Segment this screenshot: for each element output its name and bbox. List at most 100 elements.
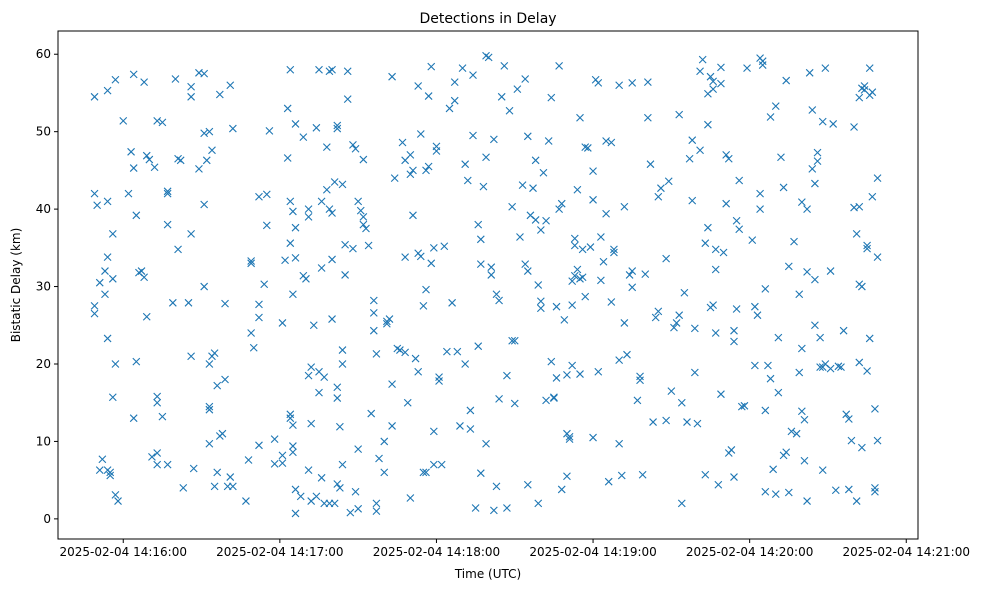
data-point-marker (482, 153, 490, 162)
data-point-marker (289, 207, 297, 216)
data-point-marker (419, 302, 428, 310)
data-point-marker (698, 55, 707, 64)
data-point-marker (581, 143, 590, 152)
data-point-marker (466, 425, 475, 433)
data-point-marker (174, 245, 182, 254)
data-point-marker (578, 245, 587, 254)
data-point-marker (811, 179, 819, 188)
data-point-marker (805, 68, 814, 77)
data-point-marker (784, 488, 793, 497)
data-point-marker (811, 275, 819, 284)
data-point-marker (719, 248, 728, 257)
data-point-marker (466, 406, 475, 415)
data-point-marker (492, 482, 501, 491)
data-point-marker (289, 448, 297, 457)
data-point-marker (863, 367, 871, 375)
data-point-marker (523, 132, 532, 141)
data-point-marker (693, 419, 702, 428)
data-point-marker (422, 285, 430, 294)
data-point-marker (816, 363, 825, 371)
data-point-marker (808, 106, 817, 114)
data-point-marker (523, 480, 532, 489)
data-point-marker (628, 78, 637, 87)
data-point-marker (688, 136, 697, 145)
data-point-marker (583, 144, 592, 152)
data-point-marker (550, 393, 558, 402)
data-point-marker (349, 140, 357, 149)
data-point-marker (860, 82, 869, 90)
data-point-marker (536, 226, 545, 234)
data-point-marker (596, 233, 605, 241)
data-point-marker (304, 466, 313, 474)
data-point-marker (826, 267, 835, 275)
data-point-marker (735, 225, 744, 234)
data-point-marker (790, 237, 798, 246)
data-point-marker (349, 244, 357, 253)
data-point-marker (153, 398, 162, 407)
data-point-marker (657, 184, 665, 193)
data-point-marker (782, 76, 791, 85)
data-point-marker (873, 253, 882, 262)
data-point-marker (90, 189, 99, 198)
data-point-marker (255, 441, 263, 450)
data-point-marker (756, 205, 764, 213)
data-point-marker (101, 290, 109, 299)
data-point-marker (850, 123, 858, 131)
data-point-marker (95, 278, 104, 287)
data-point-marker (414, 82, 423, 90)
axes-frame (57, 30, 919, 540)
data-point-marker (163, 189, 172, 198)
data-point-marker (317, 473, 326, 482)
data-point-marker (278, 319, 287, 327)
data-point-marker (215, 90, 224, 99)
data-point-marker (114, 497, 122, 505)
data-point-marker (730, 337, 738, 346)
data-point-marker (296, 492, 305, 501)
data-point-marker (210, 482, 219, 491)
data-point-marker (456, 422, 464, 430)
data-point-marker (711, 245, 720, 254)
data-point-marker (226, 473, 235, 481)
data-point-marker (111, 490, 120, 499)
data-point-marker (758, 57, 767, 66)
data-point-marker (106, 468, 115, 477)
data-point-marker (443, 347, 451, 356)
data-point-marker (701, 470, 710, 479)
data-point-marker (448, 298, 457, 307)
x-tick-label: 2025-02-04 14:20:00 (686, 545, 813, 559)
data-point-marker (278, 459, 287, 467)
data-point-marker (516, 233, 524, 241)
data-point-marker (103, 86, 112, 95)
data-point-marker (322, 185, 331, 194)
data-point-marker (544, 137, 553, 145)
data-point-marker (299, 133, 308, 141)
data-point-marker (803, 267, 811, 276)
data-point-marker (461, 360, 470, 368)
data-point-marker (803, 205, 811, 213)
data-point-marker (602, 209, 610, 218)
data-point-marker (589, 167, 597, 176)
data-point-marker (670, 323, 678, 332)
data-point-marker (857, 443, 866, 452)
data-point-marker (461, 160, 470, 169)
data-point-marker (304, 205, 313, 213)
data-point-marker (523, 267, 532, 275)
data-point-marker (129, 164, 138, 172)
data-point-marker (667, 387, 676, 395)
data-point-marker (226, 81, 235, 90)
data-point-marker (388, 72, 396, 81)
data-point-marker (503, 504, 511, 512)
data-point-marker (534, 281, 543, 289)
data-point-marker (312, 123, 321, 132)
data-point-marker (262, 221, 271, 230)
data-point-marker (688, 196, 697, 205)
data-point-marker (811, 321, 819, 330)
data-point-marker (479, 182, 488, 191)
data-point-marker (145, 155, 154, 164)
data-point-marker (108, 230, 117, 238)
data-point-marker (620, 202, 629, 211)
data-point-marker (581, 292, 590, 301)
data-point-marker (283, 104, 292, 113)
data-point-marker (168, 298, 177, 307)
data-point-marker (489, 135, 498, 144)
